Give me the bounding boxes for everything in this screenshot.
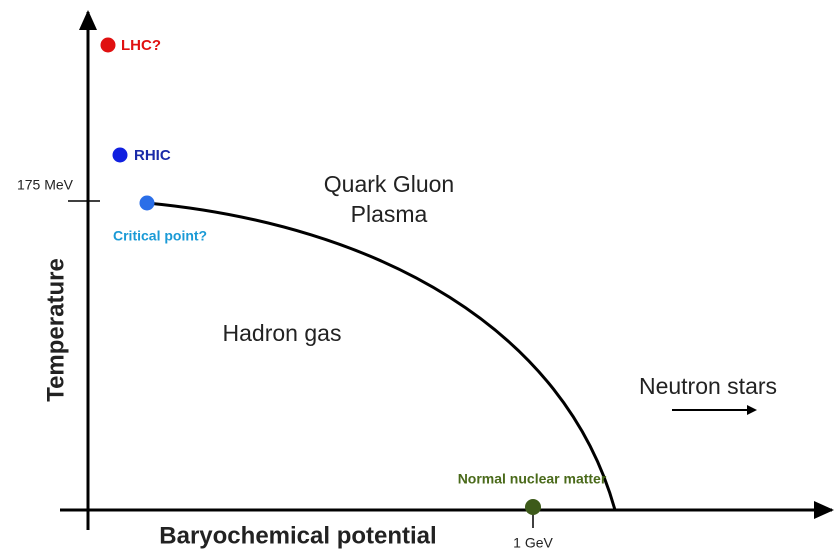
region-label: Quark Gluon [324,171,454,197]
phase-boundary [146,201,617,511]
y-tick-label: 175 MeV [17,177,74,193]
rhic-point [112,147,128,163]
region-label: Plasma [351,201,428,227]
x-axis-label: Baryochemical potential [159,522,436,549]
nuclear-matter-point [525,499,541,515]
label: RHIC [134,147,171,164]
critical-point [139,195,155,211]
region-label: Hadron gas [223,320,342,346]
label: Normal nuclear matter [458,471,607,487]
label: LHC? [121,37,161,54]
lhc-point [100,37,116,53]
region-label: Neutron stars [639,373,777,399]
x-tick-label: 1 GeV [513,535,553,551]
y-axis-label: Temperature [42,258,69,402]
label: Critical point? [113,228,207,244]
